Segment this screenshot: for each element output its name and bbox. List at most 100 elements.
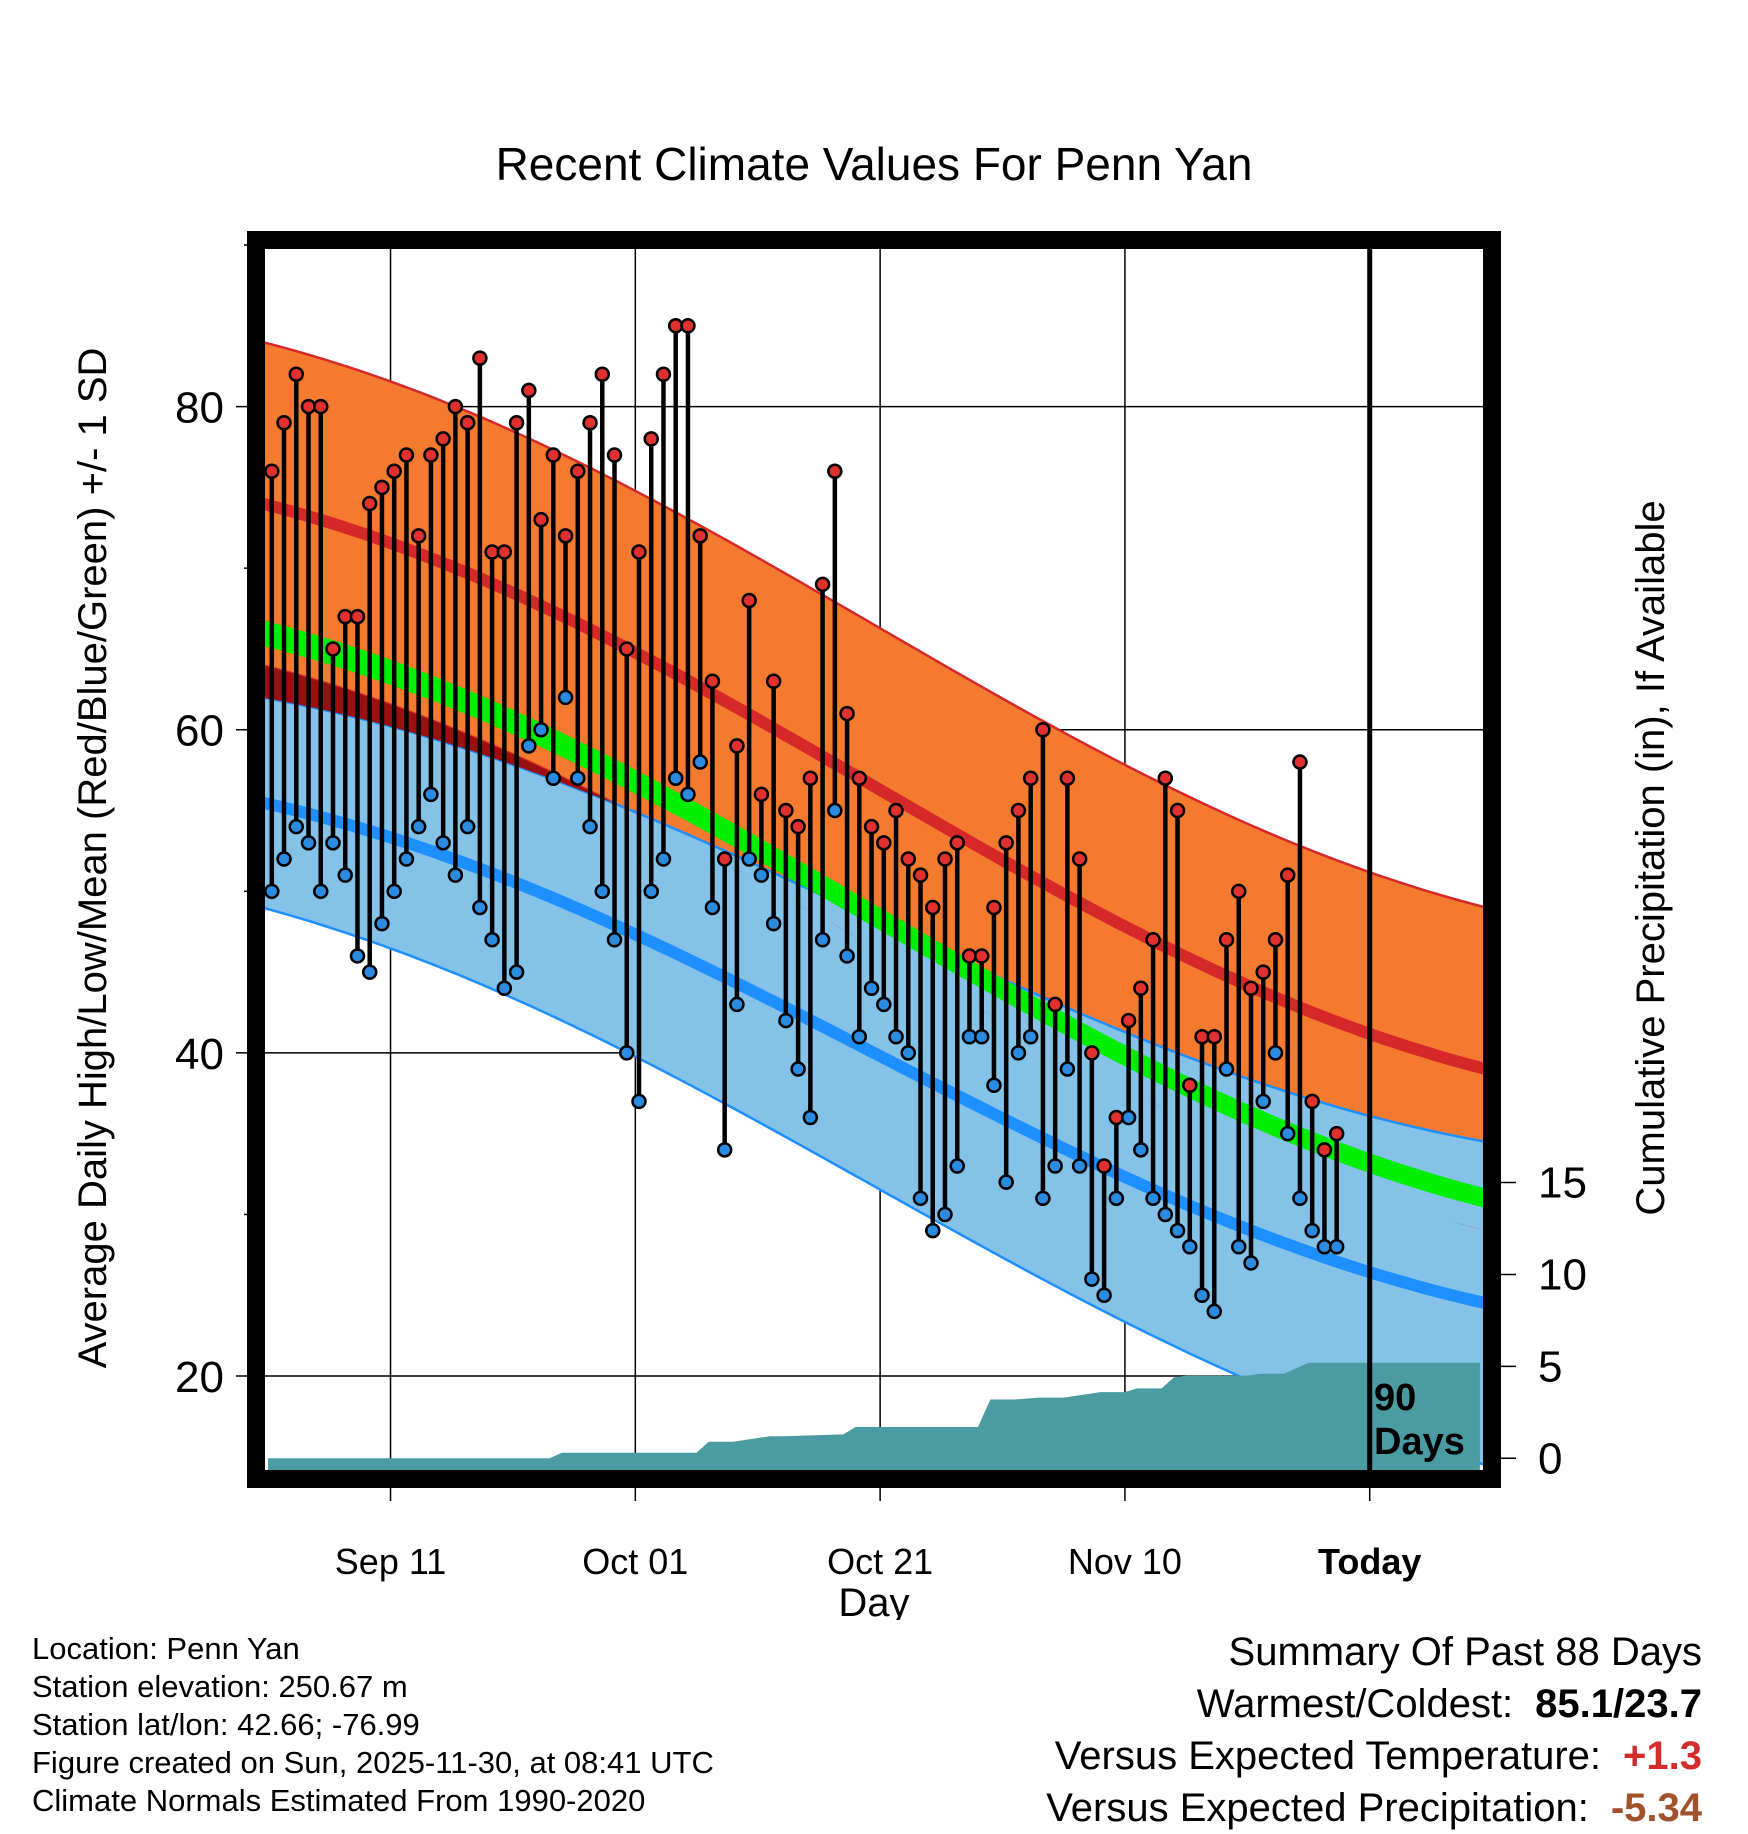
daily-high-point: [447, 398, 464, 415]
daily-high-point: [1059, 770, 1076, 786]
daily-low-point: [386, 883, 402, 900]
daily-low-point: [1022, 1028, 1039, 1045]
daily-high-point: [704, 673, 721, 690]
daily-low-point: [802, 1109, 819, 1126]
daily-low-point: [765, 915, 782, 932]
daily-low-point: [729, 996, 745, 1013]
daily-high-point: [900, 851, 917, 867]
summary-title: Summary Of Past 88 Days: [1228, 1630, 1702, 1674]
daily-high-point: [619, 641, 635, 657]
daily-low-point: [1279, 1125, 1296, 1142]
warmest-coldest-value: 85.1/23.7: [1535, 1682, 1702, 1726]
daily-low-point: [570, 770, 586, 786]
daily-low-point: [1243, 1255, 1259, 1271]
daily-high-point: [729, 738, 745, 754]
precip-departure-row: Versus Expected Precipitation: -5.34: [1046, 1782, 1702, 1834]
daily-high-point: [778, 802, 794, 819]
daily-high-point: [925, 899, 941, 916]
daily-low-point: [1255, 1093, 1271, 1110]
normal-low-line: [262, 796, 1486, 1310]
daily-low-point: [1108, 1190, 1125, 1207]
temp-departure-row: Versus Expected Temperature: +1.3: [1046, 1730, 1702, 1782]
daily-high-point: [949, 835, 965, 851]
daily-high-point: [1267, 932, 1284, 948]
daily-low-point: [606, 932, 623, 948]
daily-low-point: [545, 770, 562, 786]
daily-high-point: [912, 867, 929, 883]
daily-high-point: [1084, 1045, 1100, 1061]
daily-high-point: [410, 528, 427, 544]
daily-low-point: [753, 867, 770, 883]
daily-high-point: [863, 818, 880, 835]
daily-high-point: [496, 544, 513, 560]
daily-low-point: [1059, 1061, 1076, 1077]
daily-high-point: [1279, 867, 1296, 883]
plot-frame: [247, 231, 1501, 1488]
daily-low-point: [1084, 1271, 1100, 1287]
daily-low-point: [313, 883, 329, 900]
daily-high-point: [1206, 1028, 1223, 1045]
summary-panel: Summary Of Past 88 Days Warmest/Coldest:…: [1046, 1626, 1702, 1834]
daily-low-point: [459, 818, 476, 835]
daily-high-point: [765, 673, 782, 690]
daily-high-point: [570, 463, 586, 479]
y2-tick-label: 15: [1538, 1159, 1587, 1208]
daily-low-point: [472, 899, 488, 916]
band-overlap-region: [262, 665, 1486, 1231]
daily-low-point: [508, 964, 525, 980]
daily-low-point: [264, 883, 280, 900]
daily-low-point: [998, 1174, 1014, 1190]
daily-high-point: [582, 414, 598, 431]
daily-high-point: [937, 851, 953, 867]
daily-low-point: [557, 689, 574, 706]
daily-low-point: [484, 932, 500, 948]
daily-high-point: [814, 576, 831, 593]
precip-departure-label: Versus Expected Precipitation:: [1046, 1786, 1589, 1830]
daily-low-point: [361, 964, 378, 980]
daily-high-point: [1169, 802, 1186, 819]
daily-low-point: [973, 1028, 990, 1045]
daily-high-point: [1157, 770, 1174, 786]
daily-low-point: [912, 1190, 929, 1207]
daily-low-point: [435, 835, 451, 851]
y-tick-label: 60: [175, 707, 224, 756]
latlon-text: Station lat/lon: 42.66; -76.99: [32, 1707, 420, 1742]
daily-low-point: [1145, 1190, 1161, 1207]
daily-high-point: [998, 835, 1014, 851]
daily-high-point: [521, 382, 537, 399]
daily-high-point: [508, 414, 525, 431]
y-tick-label: 80: [175, 384, 224, 433]
daily-high-point: [1231, 883, 1247, 900]
y-tick-label: 40: [175, 1030, 224, 1079]
daily-low-point: [1231, 1239, 1247, 1255]
daily-high-point: [606, 447, 623, 463]
daily-low-point: [447, 867, 464, 883]
daily-low-point: [692, 754, 708, 770]
daily-high-point: [264, 463, 280, 479]
daily-low-point: [1157, 1206, 1174, 1223]
y2-axis-label: Cumulative Precipitation (in), If Availa…: [1629, 500, 1673, 1215]
daily-low-point: [1304, 1222, 1320, 1239]
daily-low-point: [521, 738, 537, 754]
daily-low-point: [827, 802, 843, 819]
x-tick-label: Oct 01: [582, 1541, 688, 1582]
precip-departure-value: -5.34: [1610, 1786, 1702, 1830]
daily-high-point: [631, 544, 647, 560]
chart-title: Recent Climate Values For Penn Yan: [496, 138, 1253, 190]
daily-high-point: [423, 447, 439, 463]
daily-high-point: [753, 786, 770, 803]
daily-low-point: [398, 851, 415, 867]
daily-high-point: [361, 495, 378, 512]
normals-text: Climate Normals Estimated From 1990-2020: [32, 1783, 646, 1818]
x-axis-label: Day: [838, 1581, 909, 1620]
daily-high-point: [827, 463, 843, 479]
daily-high-point: [325, 641, 341, 657]
daily-high-point: [876, 835, 892, 851]
daily-low-point: [374, 915, 390, 932]
x-tick-label: Nov 10: [1068, 1541, 1182, 1582]
daily-high-point: [1243, 980, 1259, 997]
daily-high-point: [741, 592, 757, 609]
daily-low-point: [1120, 1109, 1137, 1126]
daily-low-point: [680, 786, 696, 803]
daily-high-point: [1145, 932, 1161, 948]
